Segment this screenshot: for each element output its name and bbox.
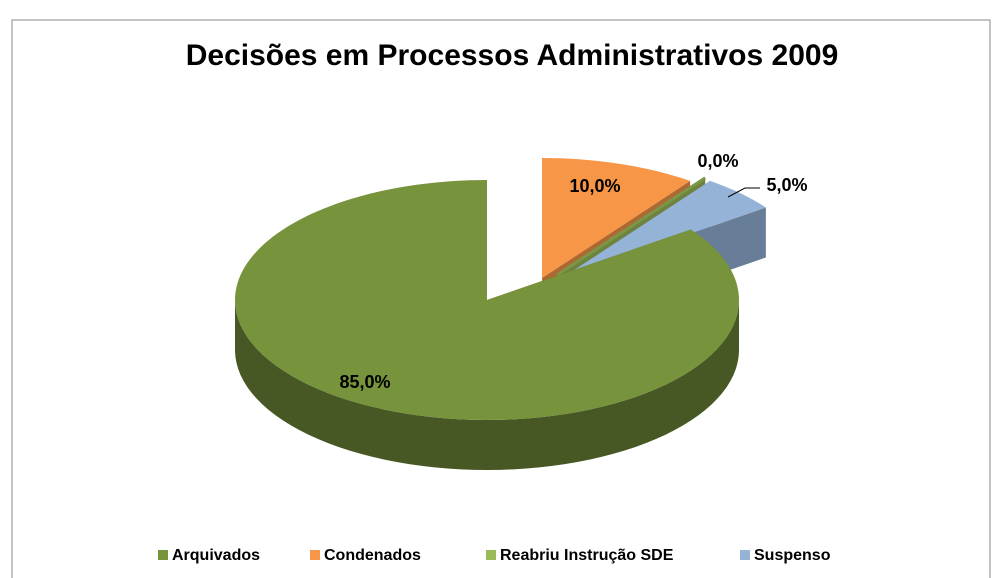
legend-swatch — [486, 550, 496, 560]
data-label: 10,0% — [569, 176, 620, 196]
data-label: 85,0% — [339, 372, 390, 392]
chart-title: Decisões em Processos Administrativos 20… — [186, 39, 839, 72]
legend-label: Suspenso — [754, 547, 831, 564]
legend-label: Reabriu Instrução SDE — [500, 547, 674, 564]
legend-label: Condenados — [324, 547, 421, 564]
slice-top — [235, 180, 739, 420]
legend-swatch — [158, 550, 168, 560]
slice-top — [542, 158, 691, 278]
data-label: 0,0% — [697, 151, 738, 171]
slice — [235, 180, 739, 470]
slice-top — [562, 180, 766, 278]
legend-swatch — [740, 550, 750, 560]
slice-side — [235, 300, 739, 470]
data-label: 5,0% — [766, 175, 807, 195]
legend-swatch — [310, 550, 320, 560]
leader-line — [727, 187, 760, 198]
legend-label: Arquivados — [172, 547, 260, 564]
